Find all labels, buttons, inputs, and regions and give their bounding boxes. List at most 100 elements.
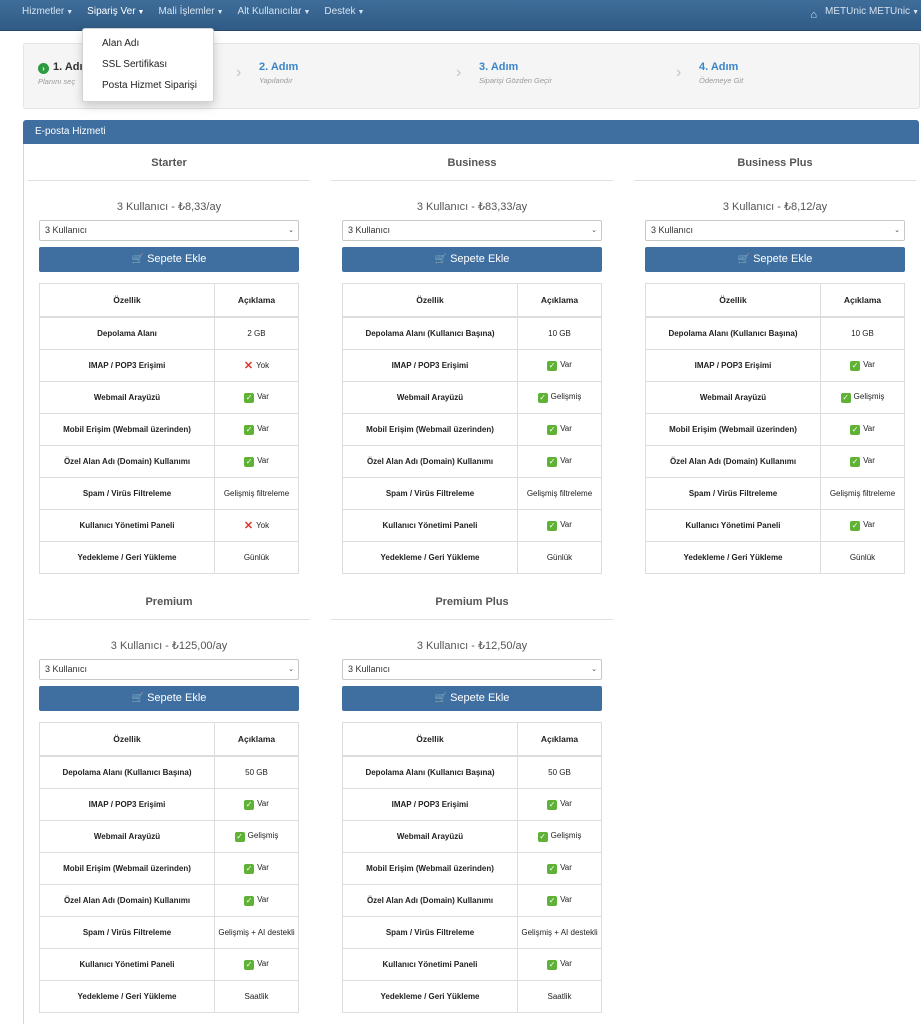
check-icon: ✓	[547, 361, 558, 371]
step-4: 4. Adım Ödemeye Git	[699, 61, 743, 85]
plan-name: Premium Plus	[331, 596, 613, 620]
chevron-right-icon: ›	[236, 64, 242, 81]
panel-border	[23, 144, 24, 1024]
feature-value-text: Var	[257, 959, 269, 968]
feature-value: 10 GB	[517, 316, 602, 350]
nav-label: Alt Kullanıcılar	[237, 6, 302, 17]
feature-table: Özellik Açıklama Depolama Alanı 2 GB IMA…	[39, 283, 299, 574]
check-icon: ✓	[244, 896, 255, 906]
button-label: Sepete Ekle	[753, 253, 813, 265]
feature-value: ✓ Var	[517, 884, 602, 917]
feature-value: ✓ Gelişmiş	[214, 820, 299, 853]
plan-name: Premium	[28, 596, 310, 620]
caret-down-icon: ▼	[137, 9, 145, 16]
cart-icon: 🛒	[737, 254, 751, 265]
feature-name: Yedekleme / Geri Yükleme	[342, 541, 518, 574]
feature-name: Kullanıcı Yönetimi Paneli	[39, 948, 215, 981]
table-row: Spam / Virüs Filtreleme Gelişmiş + AI de…	[39, 916, 299, 949]
select-value: 3 Kullanıcı	[45, 225, 88, 235]
chevron-right-icon: ›	[456, 64, 462, 81]
table-header-row: Özellik Açıklama	[39, 283, 299, 318]
feature-value-text: Günlük	[243, 553, 270, 562]
feature-name: Depolama Alanı (Kullanıcı Başına)	[342, 755, 518, 789]
add-to-cart-button[interactable]: 🛒 Sepete Ekle	[39, 686, 299, 711]
table-row: Mobil Erişim (Webmail üzerinden) ✓ Var	[342, 852, 602, 885]
feature-name: Webmail Arayüzü	[342, 820, 518, 853]
check-icon: ✓	[537, 393, 548, 403]
feature-value: ✓ Var	[214, 445, 299, 478]
feature-value-text: Var	[560, 520, 572, 529]
add-to-cart-button[interactable]: 🛒 Sepete Ekle	[342, 247, 602, 272]
feature-name: IMAP / POP3 Erişimi	[645, 349, 821, 382]
col-description: Açıklama	[517, 722, 602, 757]
dropdown-item-ssl[interactable]: SSL Sertifikası	[102, 59, 168, 70]
account-menu[interactable]: METUnic METUnic ▼	[825, 0, 919, 30]
main-menu: Hizmetler ▼ Sipariş Ver ▼ Mali İşlemler ▼ A…	[0, 0, 371, 30]
user-count-select[interactable]: 3 Kullanıcı ⌄	[342, 659, 602, 680]
nav-label: Hizmetler	[22, 6, 65, 17]
dropdown-item-alan-adi[interactable]: Alan Adı	[102, 38, 140, 49]
table-row: IMAP / POP3 Erişimi ✓ Var	[342, 788, 602, 821]
plan-price: 3 Kullanıcı - ₺125,00/ay	[110, 640, 228, 652]
col-description: Açıklama	[214, 722, 299, 757]
feature-name: Webmail Arayüzü	[39, 820, 215, 853]
nav-label: Mali İşlemler	[158, 6, 215, 17]
feature-name: Spam / Virüs Filtreleme	[645, 477, 821, 510]
table-row: Depolama Alanı (Kullanıcı Başına) 50 GB	[342, 755, 602, 789]
user-count-select[interactable]: 3 Kullanıcı ⌄	[39, 659, 299, 680]
plan-name: Starter	[28, 157, 310, 181]
feature-value-text: 50 GB	[245, 768, 268, 777]
add-to-cart-button[interactable]: 🛒 Sepete Ekle	[645, 247, 905, 272]
nav-mali-islemler[interactable]: Mali İşlemler ▼	[151, 0, 230, 30]
feature-value-text: Yok	[256, 361, 270, 370]
check-icon: ✓	[244, 960, 255, 970]
nav-label: Sipariş Ver	[87, 6, 136, 17]
feature-value-text: 10 GB	[851, 329, 874, 338]
feature-value: 50 GB	[214, 755, 299, 789]
plan-card: Business 3 Kullanıcı - ₺83,33/ay 3 Kulla…	[331, 157, 613, 574]
feature-name: Kullanıcı Yönetimi Paneli	[342, 948, 518, 981]
feature-value-text: Var	[560, 360, 572, 369]
add-to-cart-button[interactable]: 🛒 Sepete Ekle	[342, 686, 602, 711]
select-value: 3 Kullanıcı	[348, 225, 391, 235]
feature-table: Özellik Açıklama Depolama Alanı (Kullanı…	[342, 283, 602, 574]
check-icon: ✓	[547, 864, 558, 874]
col-description: Açıklama	[820, 283, 905, 318]
feature-value-text: Var	[257, 392, 269, 401]
feature-value-text: Saatlik	[244, 992, 269, 1001]
nav-siparis-ver[interactable]: Sipariş Ver ▼	[80, 0, 151, 30]
user-count-select[interactable]: 3 Kullanıcı ⌄	[39, 220, 299, 241]
feature-value-text: Var	[257, 456, 269, 465]
table-row: Spam / Virüs Filtreleme Gelişmiş + AI de…	[342, 916, 602, 949]
check-icon: ✓	[850, 425, 861, 435]
table-row: Mobil Erişim (Webmail üzerinden) ✓ Var	[342, 413, 602, 446]
plan-price: 3 Kullanıcı - ₺8,12/ay	[722, 201, 828, 213]
feature-name: IMAP / POP3 Erişimi	[342, 788, 518, 821]
dropdown-item-posta[interactable]: Posta Hizmet Siparişi	[102, 80, 198, 91]
feature-name: Özel Alan Adı (Domain) Kullanımı	[39, 445, 215, 478]
nav-destek[interactable]: Destek ▼	[317, 0, 371, 30]
feature-value-text: Gelişmiş	[247, 831, 279, 840]
table-row: IMAP / POP3 Erişimi ✓ Var	[39, 788, 299, 821]
feature-name: Özel Alan Adı (Domain) Kullanımı	[39, 884, 215, 917]
nav-hizmetler[interactable]: Hizmetler ▼	[0, 0, 80, 30]
nav-label: Destek	[324, 6, 356, 17]
check-icon: ✓	[840, 393, 851, 403]
select-value: 3 Kullanıcı	[45, 664, 88, 674]
feature-value: ✓ Var	[214, 948, 299, 981]
feature-value: Gelişmiş filtreleme	[820, 477, 905, 510]
table-header-row: Özellik Açıklama	[645, 283, 905, 318]
feature-table: Özellik Açıklama Depolama Alanı (Kullanı…	[645, 283, 905, 574]
feature-value-text: Var	[257, 424, 269, 433]
feature-value: ✕ Yok	[214, 349, 299, 382]
user-count-select[interactable]: 3 Kullanıcı ⌄	[645, 220, 905, 241]
account-name: METUnic METUnic	[825, 6, 911, 17]
col-feature: Özellik	[39, 722, 215, 757]
feature-value-text: 10 GB	[548, 329, 571, 338]
add-to-cart-button[interactable]: 🛒 Sepete Ekle	[39, 247, 299, 272]
nav-alt-kullanicilar[interactable]: Alt Kullanıcılar ▼	[231, 0, 318, 30]
feature-name: Depolama Alanı	[39, 316, 215, 350]
feature-value: ✓ Gelişmiş	[517, 381, 602, 414]
basket-icon[interactable]: ⌂	[810, 9, 818, 21]
user-count-select[interactable]: 3 Kullanıcı ⌄	[342, 220, 602, 241]
